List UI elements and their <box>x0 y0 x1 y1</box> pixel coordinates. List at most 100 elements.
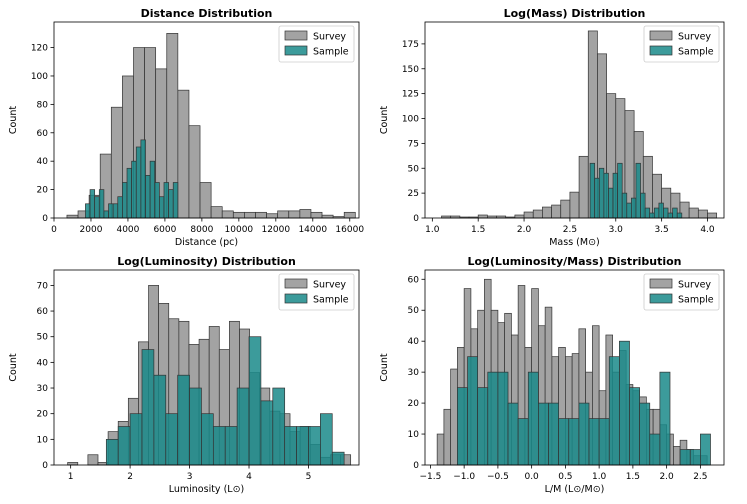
mass-legend-sample-swatch <box>649 45 673 56</box>
lm-ratio-bars <box>436 278 711 466</box>
luminosity-sample-bar <box>331 451 345 466</box>
luminosity-ytick-label: 10 <box>37 435 49 445</box>
lm-ratio-ytick-label: 30 <box>408 368 420 378</box>
lm-ratio-xtick-label: −1.0 <box>453 472 475 482</box>
distance-survey-bar <box>321 214 334 219</box>
luminosity-legend-sample-swatch <box>284 293 308 304</box>
distance-survey-bar <box>210 206 223 219</box>
luminosity-legend-survey: Survey <box>313 280 346 291</box>
luminosity-xtick-label: 1 <box>68 472 74 482</box>
distance-survey-bar <box>266 213 279 219</box>
lm-ratio-sample-bar <box>619 340 630 466</box>
luminosity-bars <box>67 285 352 466</box>
luminosity-title: Log(Luminosity) Distribution <box>117 255 296 268</box>
mass-sample-bar <box>667 212 673 219</box>
mass-xlabel: Mass (M⊙) <box>549 237 600 248</box>
mass-survey-bar <box>523 211 534 219</box>
lm-ratio-xtick-label: 2.0 <box>659 472 674 482</box>
mass-sample-bar <box>621 192 628 219</box>
luminosity-ytick-label: 0 <box>42 461 48 471</box>
distance-ytick-label: 0 <box>42 214 48 224</box>
distance-sample-bar <box>172 182 179 219</box>
distance-xtick-label: 4000 <box>116 225 139 235</box>
mass-ytick-label: 150 <box>402 65 419 75</box>
lm-ratio-axes-frame <box>424 269 725 466</box>
mass-survey-bar <box>551 204 562 219</box>
distance-legend-survey-swatch <box>284 30 308 41</box>
mass-ytick-label: 0 <box>413 214 419 224</box>
lm-ratio-sample-bar <box>629 387 640 466</box>
mass-xtick-label: 2.0 <box>517 225 532 235</box>
distance-survey-bar <box>232 211 245 219</box>
luminosity-ytick-label: 50 <box>37 333 49 343</box>
mass-title: Log(Mass) Distribution <box>504 7 646 20</box>
lm-ratio-xtick-label: −0.5 <box>487 472 509 482</box>
lm-ratio-sample-bar <box>598 418 610 466</box>
luminosity-legend-survey-swatch <box>284 278 308 289</box>
mass-sample-bar <box>676 212 683 219</box>
distance-sample-bar <box>140 139 146 219</box>
distance-ylabel: Count <box>8 106 19 134</box>
distance-ytick-label: 60 <box>37 129 49 139</box>
distance-xtick-label: 12000 <box>261 225 290 235</box>
mass-sample-bar <box>608 187 614 219</box>
luminosity-xtick-label: 4 <box>246 472 252 482</box>
lm-ratio-sample-bar <box>487 371 499 466</box>
luminosity-sample-bar <box>320 413 333 466</box>
lm-ratio-xtick-label: −1.5 <box>419 472 441 482</box>
luminosity-sample-bar <box>212 426 226 466</box>
lm-ratio-sample-bar <box>477 387 489 466</box>
luminosity-ylabel: Count <box>8 353 19 381</box>
mass-legend-sample: Sample <box>678 47 714 58</box>
luminosity-sample-bar <box>201 413 214 466</box>
lm-ratio-sample-bar <box>517 418 529 466</box>
distance-survey-bar <box>66 214 79 219</box>
mass-survey-bar <box>688 207 699 219</box>
luminosity-sample-bar <box>177 374 190 466</box>
mass-sample-bar <box>603 172 609 219</box>
mass-survey-bar <box>532 209 543 219</box>
mass-legend-survey: Survey <box>678 32 711 43</box>
lm-ratio-panel: Log(Luminosity/Mass) Distribution L/M (L… <box>379 255 725 495</box>
luminosity-xtick-label: 2 <box>127 472 133 482</box>
mass-ytick-label: 75 <box>408 139 419 149</box>
distance-xlabel: Distance (pc) <box>175 237 238 248</box>
distance-survey-bar <box>188 125 201 219</box>
distance-sample-bar <box>108 203 114 219</box>
distance-xtick-label: 6000 <box>153 225 176 235</box>
distance-survey-bar <box>199 182 212 219</box>
lm-ratio-xtick-label: 1.5 <box>626 472 640 482</box>
distance-ytick-label: 20 <box>37 186 49 196</box>
luminosity-sample-bar <box>165 413 179 466</box>
distance-sample-bar <box>117 196 123 219</box>
lm-ratio-survey-bar <box>443 408 451 466</box>
distance-sample-bar <box>98 189 105 219</box>
mass-ytick-label: 25 <box>408 189 419 199</box>
mass-xtick-label: 4.0 <box>700 225 715 235</box>
distance-sample-bar <box>131 160 137 219</box>
distance-survey-bar <box>277 210 290 219</box>
luminosity-panel: Log(Luminosity) Distribution Luminosity … <box>8 255 360 495</box>
distance-title: Distance Distribution <box>141 7 273 20</box>
luminosity-ytick-label: 70 <box>37 281 49 291</box>
mass-ytick-label: 175 <box>402 40 419 50</box>
mass-sample-bar <box>617 162 623 219</box>
lm-ratio-title: Log(Luminosity/Mass) Distribution <box>467 255 681 268</box>
luminosity-legend-sample: Sample <box>313 295 349 306</box>
lm-ratio-ytick-label: 50 <box>408 306 420 316</box>
distance-ytick-label: 100 <box>31 72 48 82</box>
distance-sample-bar <box>168 189 174 219</box>
luminosity-sample-bar <box>189 387 202 466</box>
distance-sample-bar <box>103 210 109 219</box>
lm-ratio-sample-bar <box>467 356 478 466</box>
distance-xtick-label: 16000 <box>335 225 364 235</box>
mass-ytick-label: 125 <box>402 90 419 100</box>
mass-sample-bar <box>626 202 632 219</box>
mass-panel: Log(Mass) Distribution Mass (M⊙) Count 1… <box>379 7 725 248</box>
distance-survey-bar <box>299 209 312 219</box>
lm-ratio-xtick-label: 0.0 <box>524 472 539 482</box>
distance-xtick-label: 10000 <box>225 225 254 235</box>
lm-ratio-ytick-label: 60 <box>408 275 420 285</box>
distance-survey-bar <box>288 210 301 219</box>
